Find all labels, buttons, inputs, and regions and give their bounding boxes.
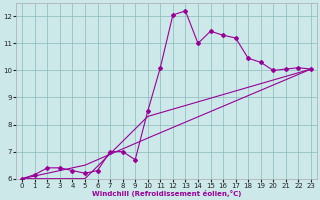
X-axis label: Windchill (Refroidissement éolien,°C): Windchill (Refroidissement éolien,°C) (92, 190, 241, 197)
